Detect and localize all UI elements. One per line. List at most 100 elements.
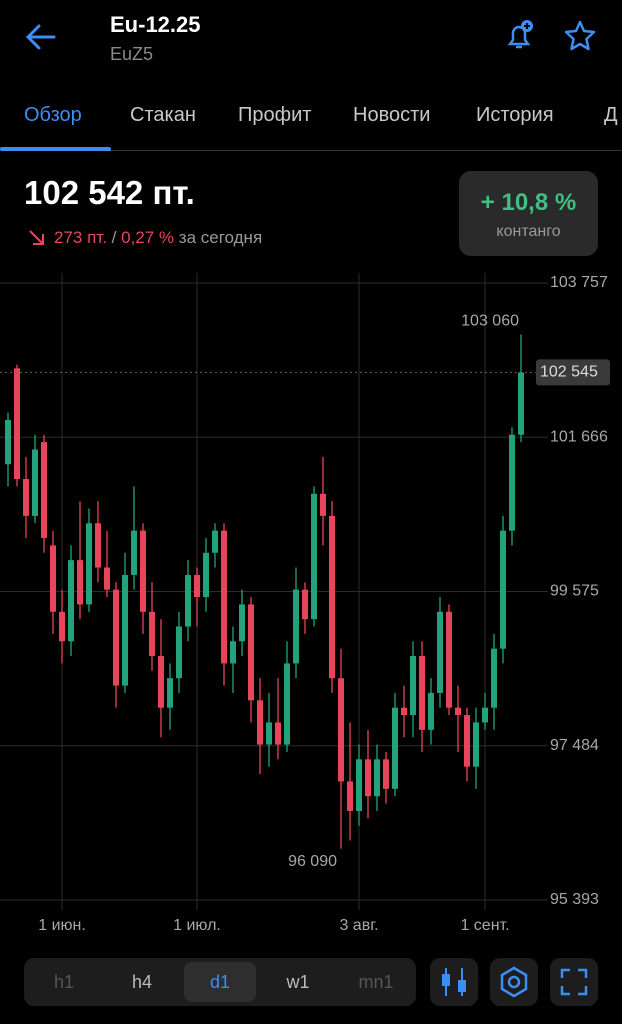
tab-bar: Обзор Стакан Профит Новости История Д: [0, 96, 622, 151]
candle-body: [329, 515, 335, 679]
candle-body: [518, 372, 524, 435]
candle-body: [68, 560, 74, 642]
x-tick-label: 1 сент.: [460, 917, 509, 934]
chart: 1 июн. 1 июл. 3 авг. 1 сент. 95 393 97 484 99 …: [0, 273, 610, 934]
candle-body: [347, 781, 353, 811]
candle-body: [455, 707, 461, 716]
last-price-badge: [536, 359, 610, 386]
candle-body: [293, 589, 299, 664]
candle-body: [491, 648, 497, 708]
candle-body: [320, 493, 326, 516]
y-tick-label: 101 666: [550, 428, 608, 445]
candle-body: [482, 707, 488, 723]
candle-body: [41, 442, 47, 539]
candle-body: [158, 656, 164, 708]
fullscreen-button[interactable]: [550, 958, 598, 1006]
tab[interactable]: Обзор: [24, 104, 82, 126]
y-tick-label: 95 393: [550, 891, 599, 908]
contango-badge: + 10,8 % контанго: [459, 171, 598, 256]
candle-body: [140, 530, 146, 612]
candle-body: [230, 641, 236, 664]
candle-body: [203, 552, 209, 598]
favorite-button[interactable]: [562, 18, 598, 54]
candle-body: [113, 589, 119, 686]
x-tick-label: 3 авг.: [339, 917, 378, 934]
badge-label: контанго: [496, 223, 561, 240]
tab[interactable]: Профит: [238, 104, 312, 126]
timeframe-button[interactable]: h4: [131, 972, 153, 992]
candle-body: [239, 604, 245, 642]
candle-body: [473, 722, 479, 767]
candle-body: [356, 759, 362, 811]
candle-body: [509, 434, 515, 531]
candle-body: [392, 707, 398, 789]
timeframe-button[interactable]: w1: [286, 972, 310, 992]
indicator-button[interactable]: [430, 958, 478, 1006]
x-tick-label: 1 июл.: [173, 917, 221, 934]
annotation: 103 060: [461, 313, 519, 330]
candle-body: [365, 759, 371, 797]
timeframe-button[interactable]: mn1: [358, 972, 394, 992]
candle-body: [5, 419, 11, 465]
tab[interactable]: Стакан: [130, 104, 196, 126]
instrument-title: Eu-12.25: [110, 12, 201, 37]
candle-body: [104, 567, 110, 590]
candle-body: [500, 530, 506, 649]
tab[interactable]: История: [476, 104, 554, 126]
alert-button[interactable]: [502, 18, 538, 54]
separator: /: [111, 228, 117, 247]
change-points: 273 пт.: [54, 228, 107, 247]
timeframe-button[interactable]: d1: [184, 962, 256, 1002]
tab[interactable]: Новости: [353, 104, 431, 126]
candle-body: [302, 589, 308, 620]
candle-body: [266, 722, 272, 745]
candle-body: [374, 759, 380, 797]
badge-value: + 10,8 %: [480, 189, 577, 216]
candle-body: [284, 663, 290, 745]
candle-body: [59, 611, 65, 642]
candle-body: [122, 574, 128, 686]
candle-body: [77, 560, 83, 605]
candle-body: [50, 545, 56, 612]
down-arrow-icon: [29, 230, 44, 245]
candle-body: [437, 611, 443, 693]
timeframe-button[interactable]: h1: [53, 972, 75, 992]
candle-body: [185, 574, 191, 627]
candle-body: [194, 574, 200, 598]
period: за сегодня: [178, 228, 263, 247]
price: 102 542 пт.: [24, 174, 195, 211]
candle-body: [401, 707, 407, 716]
candle-body: [86, 523, 92, 605]
candle-body: [248, 604, 254, 701]
tab[interactable]: Д: [604, 104, 618, 126]
y-tick-label: 103 757: [550, 274, 608, 291]
timeframe-selector: h1 h4 d1 w1 mn1: [24, 958, 416, 1006]
candle-body: [338, 678, 344, 782]
candle-body: [275, 722, 281, 745]
candle-body: [446, 611, 452, 708]
candle-body: [419, 656, 425, 730]
candle-body: [383, 759, 389, 789]
candle-body: [428, 692, 434, 730]
last-price-label: 102 545: [540, 364, 598, 381]
candle-body: [14, 368, 20, 480]
candle-body: [32, 449, 38, 516]
candle-body: [257, 700, 263, 745]
candle-body: [410, 656, 416, 716]
candle-body: [167, 678, 173, 708]
candle-body: [221, 530, 227, 664]
back-button[interactable]: [24, 22, 58, 52]
y-tick-label: 99 575: [550, 583, 599, 600]
candle-body: [464, 715, 470, 767]
candle-body: [176, 626, 182, 679]
change-percent: 0,27 %: [121, 228, 175, 247]
settings-button[interactable]: [490, 958, 538, 1006]
instrument-code: EuZ5: [110, 44, 154, 64]
candle-body: [149, 611, 155, 657]
candle-body: [23, 479, 29, 516]
tab-indicator: [0, 147, 111, 151]
candle-body: [95, 523, 101, 568]
candle-body: [311, 493, 317, 620]
